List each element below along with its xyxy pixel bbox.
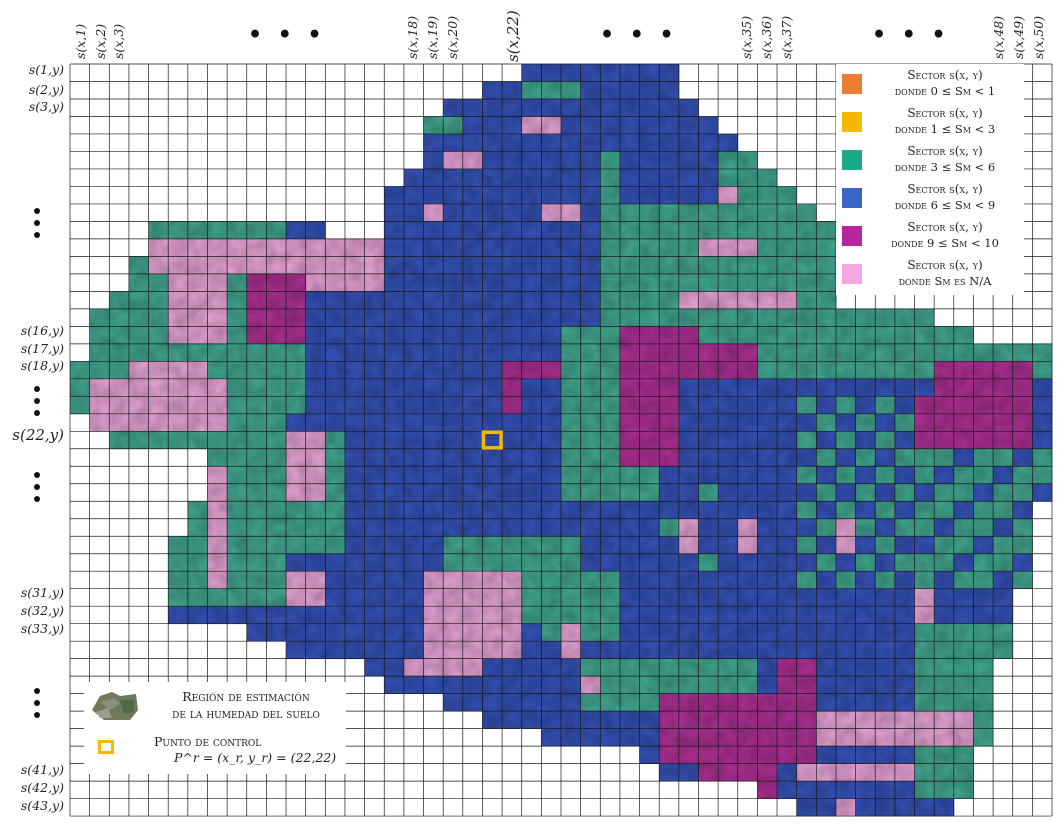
row-label: s(17,y)	[20, 341, 64, 356]
region-label-line2: de la humedad del suelo	[172, 706, 320, 721]
control-point-marker[interactable]	[481, 430, 503, 450]
control-formula-text: P^r = (x_r, y_r) = (22,22)	[174, 750, 337, 765]
region-thumbnail-icon	[92, 692, 138, 720]
row-label: s(2,y)	[28, 82, 64, 97]
legend-swatch	[842, 150, 862, 170]
row-label: s(18,y)	[20, 358, 64, 373]
legend-title: Sector s(x, y)	[907, 220, 983, 234]
column-label: s(x,1)	[73, 23, 88, 59]
row-label: s(3,y)	[28, 99, 64, 114]
legend-swatch	[842, 226, 862, 246]
row-label: s(16,y)	[20, 323, 64, 338]
row-ellipsis	[34, 208, 42, 244]
column-label: s(x,18)	[405, 15, 420, 59]
column-label: s(x,49)	[1011, 15, 1026, 59]
row-label: s(32,y)	[20, 603, 64, 618]
legend-swatch	[842, 74, 862, 94]
row-ellipsis	[34, 386, 42, 422]
row-label: s(31,y)	[20, 585, 64, 600]
map-info-box: Región de estimación de la humedad del s…	[84, 682, 346, 774]
legend-title: Sector s(x, y)	[907, 182, 983, 196]
column-ellipsis: • • •	[872, 22, 950, 48]
legend-swatch	[842, 188, 862, 208]
column-label: s(x,3)	[111, 23, 126, 59]
column-label: s(x,22)	[504, 10, 522, 62]
legend-item: Sector s(x, y) donde Sm es N/A	[836, 256, 1024, 292]
legend-item: Sector s(x, y) donde 6 ≤ Sm < 9	[836, 180, 1024, 216]
column-label: s(x,37)	[779, 15, 794, 59]
row-label: s(33,y)	[20, 621, 64, 636]
legend-condition: donde 0 ≤ Sm < 1	[894, 84, 996, 98]
row-label: s(43,y)	[20, 798, 64, 813]
column-label: s(x,35)	[739, 15, 754, 59]
column-label: s(x,20)	[445, 15, 460, 59]
control-point-legend-icon	[98, 740, 114, 754]
legend-item: Sector s(x, y) donde 3 ≤ Sm < 6	[836, 142, 1024, 178]
column-label: s(x,19)	[425, 15, 440, 59]
row-label: s(22,y)	[12, 426, 64, 444]
legend-title: Sector s(x, y)	[907, 144, 983, 158]
column-label: s(x,36)	[759, 15, 774, 59]
control-point-formula: P^r = (x_r, y_r) = (22,22)	[174, 750, 336, 765]
control-point-label: Punto de control	[154, 734, 262, 749]
region-label: Región de estimación de la humedad del s…	[148, 688, 344, 722]
legend-item: Sector s(x, y) donde 0 ≤ Sm < 1	[836, 66, 1024, 102]
legend-condition: donde 3 ≤ Sm < 6	[894, 160, 996, 174]
legend-condition: donde Sm es N/A	[898, 274, 992, 288]
legend-item: Sector s(x, y) donde 1 ≤ Sm < 3	[836, 104, 1024, 140]
row-label: s(1,y)	[28, 62, 64, 77]
row-label: s(42,y)	[20, 780, 64, 795]
legend-swatch	[842, 112, 862, 132]
column-label: s(x,2)	[93, 23, 108, 59]
region-label-line1: Región de estimación	[182, 689, 310, 704]
legend-condition: donde 1 ≤ Sm < 3	[894, 122, 996, 136]
column-label: s(x,50)	[1031, 15, 1046, 59]
legend-item: Sector s(x, y) donde 9 ≤ Sm < 10	[836, 218, 1024, 254]
column-ellipsis: • • •	[600, 22, 678, 48]
row-ellipsis	[34, 688, 42, 724]
row-label: s(41,y)	[20, 762, 64, 777]
legend-title: Sector s(x, y)	[907, 68, 983, 82]
legend-condition: donde 6 ≤ Sm < 9	[894, 198, 996, 212]
column-ellipsis: • • •	[248, 22, 326, 48]
legend: Sector s(x, y) donde 0 ≤ Sm < 1 Sector s…	[836, 64, 1024, 295]
column-label: s(x,48)	[991, 15, 1006, 59]
legend-title: Sector s(x, y)	[907, 106, 983, 120]
legend-swatch	[842, 264, 862, 284]
legend-condition: donde 9 ≤ Sm < 10	[891, 236, 999, 250]
row-ellipsis	[34, 472, 42, 508]
legend-title: Sector s(x, y)	[907, 258, 983, 272]
